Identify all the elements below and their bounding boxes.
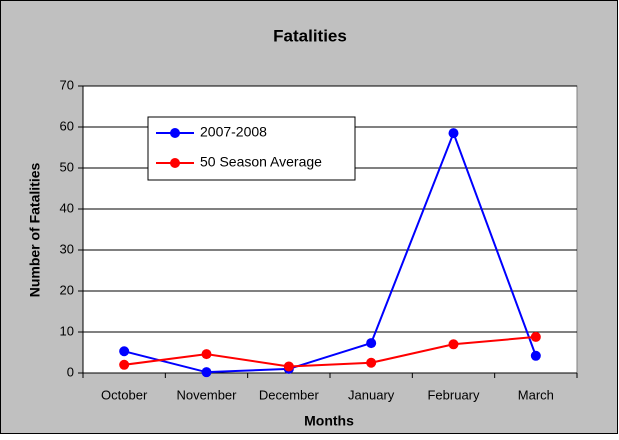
x-tick-label: October bbox=[101, 387, 148, 402]
point bbox=[283, 361, 294, 372]
point bbox=[530, 331, 541, 342]
y-tick-label: 50 bbox=[60, 159, 74, 174]
chart-title: Fatalities bbox=[273, 26, 347, 45]
y-tick-label: 0 bbox=[67, 364, 74, 379]
point bbox=[366, 338, 377, 349]
point bbox=[119, 346, 130, 357]
y-tick-label: 30 bbox=[60, 241, 74, 256]
y-tick-label: 40 bbox=[60, 200, 74, 215]
legend-label: 2007-2008 bbox=[200, 124, 267, 140]
series-line bbox=[123, 130, 537, 374]
y-tick-label: 20 bbox=[60, 282, 74, 297]
legend-box bbox=[147, 116, 356, 181]
point bbox=[201, 349, 212, 360]
y-tick-label: 70 bbox=[60, 77, 74, 92]
y-tick-label: 60 bbox=[60, 118, 74, 133]
x-axis-label: Months bbox=[304, 413, 354, 429]
point bbox=[366, 357, 377, 368]
legend-label: 50 Season Average bbox=[200, 154, 322, 170]
legend-marker bbox=[170, 158, 180, 168]
x-tick-label: March bbox=[518, 387, 554, 402]
y-tick-label: 10 bbox=[60, 323, 74, 338]
point bbox=[448, 339, 459, 350]
point bbox=[530, 350, 541, 361]
x-tick-label: November bbox=[177, 387, 238, 402]
legend-marker bbox=[170, 128, 180, 138]
point bbox=[119, 359, 130, 370]
y-axis-label: Number of Fatalities bbox=[27, 163, 43, 298]
x-tick-label: January bbox=[348, 387, 395, 402]
x-tick-label: December bbox=[259, 387, 320, 402]
series-line bbox=[124, 335, 536, 368]
x-tick-label: February bbox=[427, 387, 480, 402]
point bbox=[201, 367, 212, 378]
point bbox=[448, 128, 459, 139]
